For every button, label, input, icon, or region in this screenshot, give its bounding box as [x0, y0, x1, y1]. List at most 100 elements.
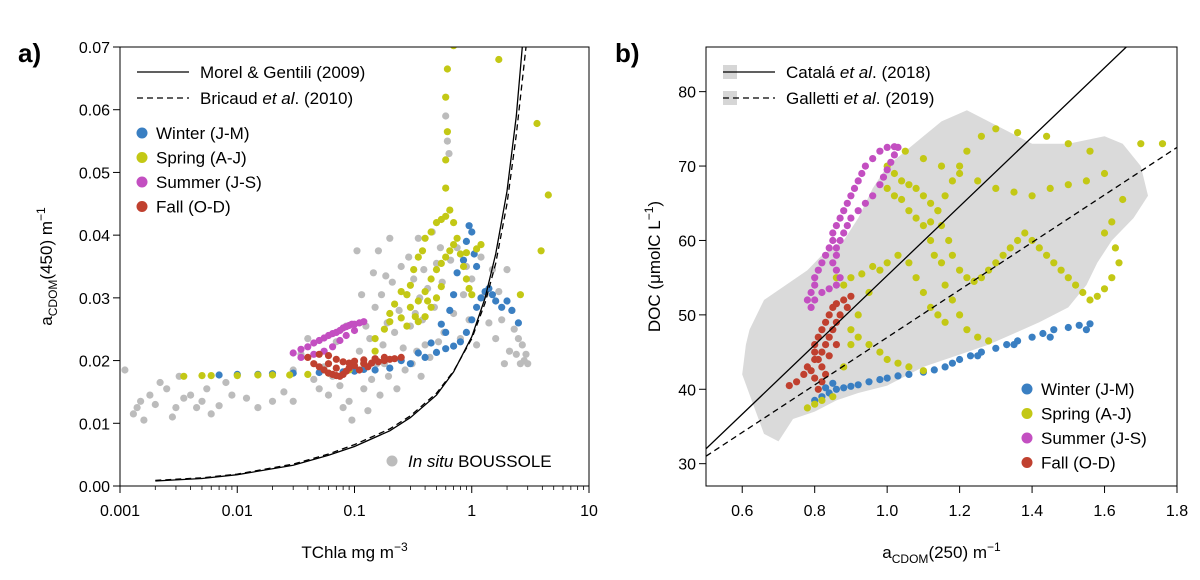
data-point — [1115, 259, 1123, 267]
data-point — [1108, 274, 1116, 282]
data-point — [133, 404, 141, 412]
data-point — [847, 214, 855, 222]
data-point — [843, 303, 851, 311]
y-tick-label: 0.00 — [79, 479, 110, 496]
data-point — [453, 269, 461, 277]
data-point — [442, 212, 450, 220]
data-point — [1010, 188, 1018, 196]
y-axis-title: DOC (μmolC L−1) — [642, 201, 664, 332]
legend-text: Catalá — [786, 63, 840, 82]
data-point — [510, 325, 518, 333]
x-tick-label: 1.2 — [948, 503, 970, 520]
data-point — [898, 195, 906, 204]
data-point — [310, 350, 318, 358]
data-point — [411, 313, 419, 321]
data-point — [854, 381, 862, 389]
data-point — [310, 360, 318, 368]
data-point — [324, 391, 333, 399]
data-point — [498, 303, 506, 311]
data-point — [397, 262, 405, 271]
data-point — [414, 297, 422, 305]
data-point — [498, 316, 506, 324]
data-point — [443, 137, 451, 145]
data-point — [847, 274, 855, 282]
data-point — [930, 251, 938, 259]
data-point — [854, 207, 862, 215]
data-point — [985, 337, 993, 345]
data-point — [462, 328, 470, 336]
plot-frame — [705, 46, 1178, 487]
data-point — [829, 236, 837, 245]
data-point — [811, 348, 819, 356]
data-point — [800, 370, 808, 378]
data-point — [315, 385, 323, 393]
data-point — [437, 259, 445, 267]
data-point — [1086, 320, 1094, 328]
data-point — [1010, 341, 1018, 349]
x-tick-label: 1.8 — [1166, 503, 1188, 520]
legend-series-label: Spring (A-J) — [1041, 405, 1132, 424]
data-point — [894, 372, 902, 380]
legend-insitu: In situ BOUSSOLE — [386, 452, 552, 471]
data-point — [459, 256, 468, 264]
data-point — [1014, 129, 1022, 137]
data-point — [785, 382, 793, 390]
data-point — [811, 296, 819, 304]
data-point — [974, 352, 982, 360]
data-point — [974, 333, 982, 341]
data-point — [339, 358, 347, 366]
data-point — [401, 366, 409, 374]
data-point — [847, 292, 855, 300]
data-point — [492, 335, 500, 343]
x-tick-label: 0.001 — [100, 503, 140, 520]
data-point — [427, 303, 435, 311]
legend-line-label: Catalá et al. (2018) — [786, 63, 931, 82]
data-point — [151, 400, 159, 409]
data-point — [887, 158, 895, 166]
legend-dot — [136, 152, 148, 163]
data-point — [410, 275, 418, 283]
data-point — [360, 385, 368, 393]
data-point — [840, 296, 848, 304]
data-point — [894, 359, 902, 367]
data-point — [437, 283, 445, 291]
data-point — [905, 363, 913, 371]
data-point — [807, 303, 815, 311]
data-point — [324, 360, 333, 368]
data-point — [894, 143, 902, 151]
data-point — [417, 372, 425, 380]
series-spring-a-j- — [803, 125, 1167, 412]
data-point — [814, 266, 822, 274]
data-point — [468, 275, 476, 283]
data-point — [869, 155, 877, 163]
legend-swatch — [723, 91, 737, 105]
data-point — [414, 253, 422, 261]
legend-series-label: Spring (A-J) — [156, 149, 247, 168]
data-point — [332, 355, 340, 363]
data-point — [544, 191, 552, 199]
data-point — [1086, 147, 1094, 155]
data-point — [1093, 292, 1101, 300]
legend-dot — [1021, 408, 1033, 419]
x-axis-title-main: a — [882, 543, 892, 562]
x-tick-label: 0.01 — [222, 503, 253, 520]
data-point — [432, 294, 441, 302]
data-point — [966, 352, 975, 360]
data-point — [345, 359, 353, 367]
legend-text: BOUSSOLE — [453, 452, 551, 471]
x-tick-label: 0.1 — [343, 503, 365, 520]
data-point — [465, 284, 473, 293]
data-point — [861, 199, 870, 207]
data-point — [793, 378, 801, 386]
data-point — [1086, 296, 1094, 304]
data-point — [146, 391, 154, 399]
data-point — [1043, 251, 1051, 259]
data-point — [445, 150, 453, 158]
data-point — [537, 247, 545, 255]
data-point — [832, 251, 841, 259]
data-point — [477, 294, 485, 302]
data-point — [386, 364, 394, 372]
data-point — [442, 253, 450, 261]
legend-dot — [136, 176, 148, 188]
data-point — [1050, 259, 1058, 267]
